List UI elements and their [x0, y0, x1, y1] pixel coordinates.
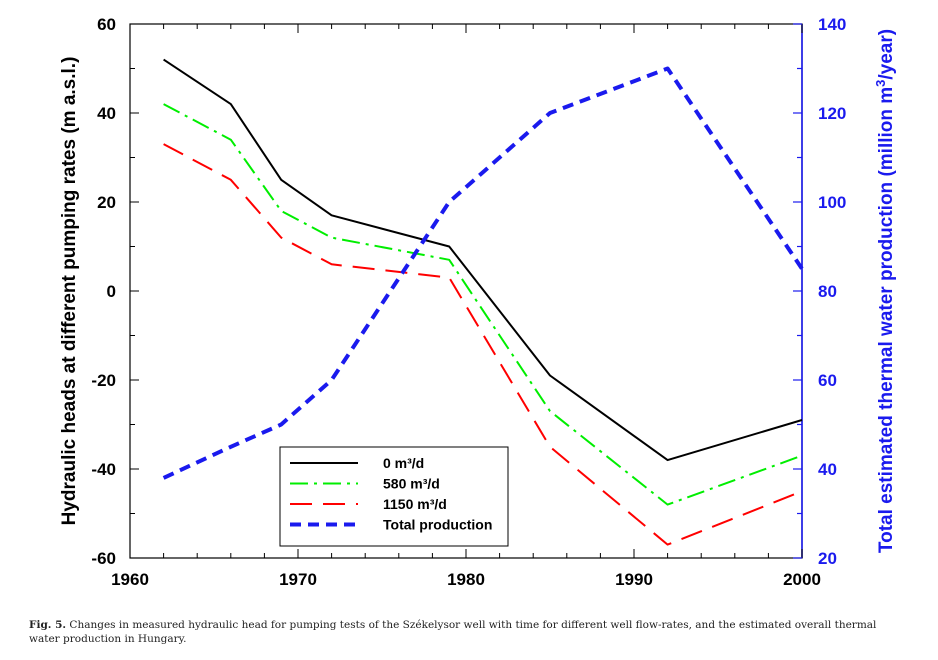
y-tick-label: 40 [97, 104, 116, 123]
x-tick-label: 2000 [783, 570, 821, 589]
y2-tick-label: 40 [818, 460, 837, 479]
series-layer [162, 58, 804, 546]
y-tick-label: 60 [97, 15, 116, 34]
x-tick-label: 1960 [111, 570, 149, 589]
series-line-4 [162, 66, 804, 480]
x-tick-label: 1970 [279, 570, 317, 589]
y-tick-label: -60 [91, 549, 116, 568]
legend-label-3: 1150 m³/d [383, 496, 447, 512]
caption-label: Fig. 5. [29, 619, 67, 631]
series-line-2 [163, 103, 803, 506]
y2-tick-label: 100 [818, 193, 846, 212]
y2-tick-label: 80 [818, 282, 837, 301]
y2-tick-label: 140 [818, 15, 846, 34]
x-tick-label: 1980 [447, 570, 485, 589]
chart: 1960 1970 1980 1990 2000 -60 -40 -20 0 20 40 60 20 40… [59, 15, 898, 589]
y2-tick-label: 20 [818, 549, 837, 568]
series-line-3 [163, 143, 803, 546]
legend-label-4: Total production [383, 517, 492, 533]
legend: 0 m³/d 580 m³/d 1150 m³/d Total production [279, 446, 509, 547]
series-line-1 [163, 58, 803, 462]
caption-text: Changes in measured hydraulic head for p… [29, 619, 877, 645]
y2-tick-label: 120 [818, 104, 846, 123]
legend-label-2: 580 m³/d [383, 476, 440, 492]
legend-label-1: 0 m³/d [383, 455, 424, 471]
y-tick-label: -40 [91, 460, 116, 479]
y2-tick-label: 60 [818, 371, 837, 390]
y-tick-label: 0 [107, 282, 116, 301]
y-tick-label: 20 [97, 193, 116, 212]
axes-layer: 1960 1970 1980 1990 2000 -60 -40 -20 0 20 40 60 20 40… [91, 15, 846, 589]
y-tick-label: -20 [91, 371, 116, 390]
y-axis-title: Hydraulic heads at different pumping rat… [59, 57, 80, 526]
y2-axis-title: Total estimated thermal water production… [873, 29, 898, 553]
x-tick-label: 1990 [615, 570, 653, 589]
figure-caption: Fig. 5. Changes in measured hydraulic he… [29, 618, 909, 646]
